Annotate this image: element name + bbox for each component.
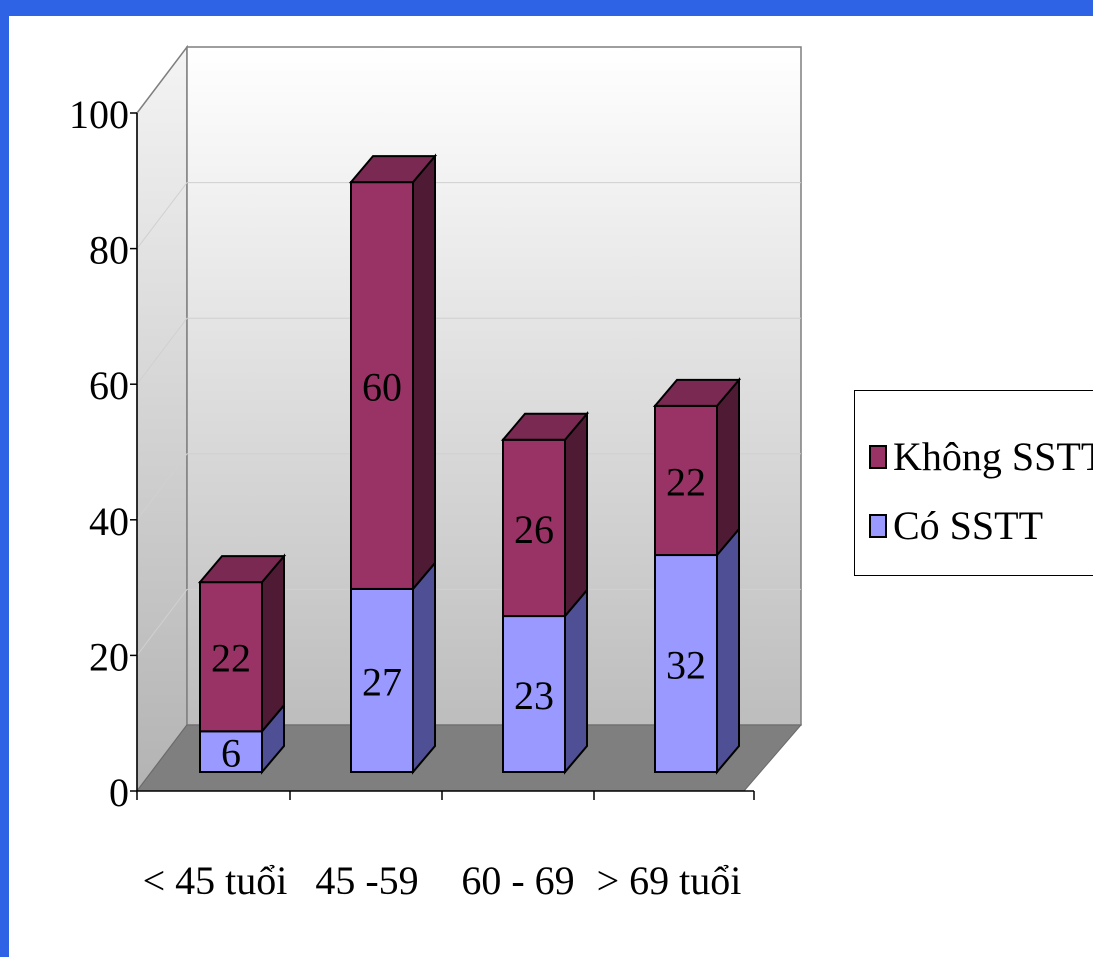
- data-label: 60: [362, 365, 402, 410]
- bars: 6 22 27 60 23 26 32 22: [197, 153, 742, 776]
- gridline: [136, 588, 801, 656]
- gridline: [136, 182, 801, 249]
- data-label: 22: [666, 459, 706, 504]
- bar-segment: 22: [652, 377, 742, 558]
- legend-label-khong-sstt: Không SSTT: [893, 434, 1093, 479]
- bar-top: [500, 412, 590, 441]
- bar-front: [199, 730, 263, 774]
- bar-front: [654, 404, 718, 557]
- bar-top: [348, 155, 438, 184]
- bar-top: [652, 378, 742, 407]
- data-label: 32: [666, 643, 706, 688]
- data-label: 23: [514, 673, 554, 718]
- legend: Không SSTT Có SSTT: [854, 390, 1093, 576]
- bar-segment: 60: [348, 153, 438, 592]
- data-label: 6: [221, 731, 241, 776]
- y-tick-label: 60: [89, 363, 129, 408]
- legend-swatch-co-sstt: [869, 514, 887, 538]
- bar-segment: 26: [500, 411, 590, 619]
- legend-item-co-sstt: Có SSTT: [869, 506, 1043, 546]
- bar-side: [564, 411, 588, 619]
- stacked-bar-chart: 0 20 40 60 80 100 6 22 27 60 23 26 32 22 < 45 tuổi 45…: [69, 44, 803, 903]
- plot-walls: [135, 44, 803, 794]
- x-tick-label: 60 - 69: [461, 858, 574, 903]
- data-label: 22: [211, 636, 251, 681]
- gridline: [136, 453, 801, 521]
- legend-swatch-khong-sstt: [869, 445, 887, 469]
- data-label: 27: [362, 659, 402, 704]
- bar-side: [564, 587, 588, 775]
- y-tick-label: 0: [109, 770, 129, 815]
- x-tick-label: 45 -59: [315, 858, 418, 903]
- gridline: [136, 317, 801, 385]
- bar-segment: 6: [199, 702, 285, 776]
- bar-segment: 22: [197, 553, 287, 735]
- bar-side: [716, 526, 740, 775]
- bar-top: [197, 555, 287, 584]
- slide-canvas: 0 20 40 60 80 100 6 22 27 60 23 26 32 22 < 45 tuổi 45…: [9, 16, 1093, 957]
- bar-segment: 23: [502, 587, 588, 775]
- bar-front: [199, 581, 263, 733]
- bar-segment: 32: [654, 526, 740, 775]
- y-tick-label: 100: [69, 92, 129, 137]
- legend-item-khong-sstt: Không SSTT: [869, 437, 1093, 477]
- bar-front: [502, 615, 566, 773]
- bar-front: [502, 438, 566, 618]
- side-wall: [136, 44, 188, 794]
- gridlines: [136, 182, 801, 656]
- category-axis: < 45 tuổi 45 -59 60 - 69 > 69 tuổi: [136, 790, 755, 903]
- x-tick-label: < 45 tuổi: [143, 858, 288, 903]
- bar-side: [716, 377, 740, 558]
- bar-segment: 27: [350, 560, 436, 775]
- bar-front: [654, 554, 718, 773]
- y-tick-label: 40: [89, 499, 129, 544]
- bar-side: [412, 560, 436, 775]
- bar-side: [261, 553, 285, 735]
- legend-label-co-sstt: Có SSTT: [893, 503, 1044, 548]
- x-tick-label: > 69 tuổi: [597, 858, 742, 903]
- y-tick-label: 80: [89, 228, 129, 273]
- value-axis: 0 20 40 60 80 100: [69, 92, 138, 815]
- bar-side: [412, 153, 436, 592]
- data-label: 26: [514, 507, 554, 552]
- y-tick-label: 20: [89, 634, 129, 679]
